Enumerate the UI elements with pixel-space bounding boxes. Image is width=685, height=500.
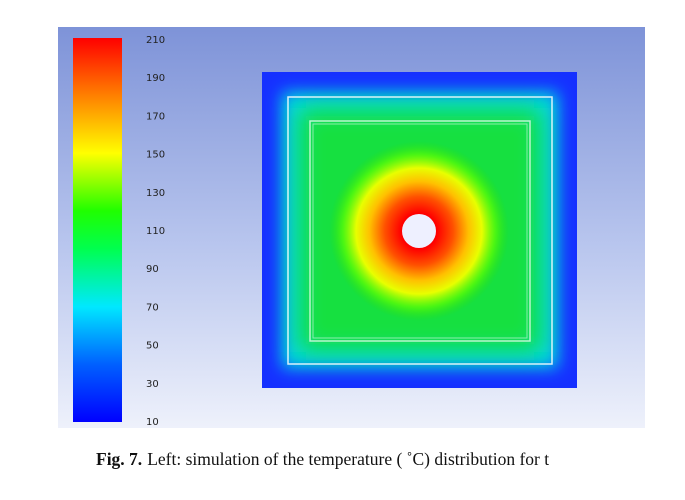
caption-text: Left: simulation of the temperature ( ˚C… <box>147 449 550 469</box>
colorbar-tick-label: 190 <box>146 73 165 84</box>
colorbar-tick-label: 90 <box>146 264 159 275</box>
temperature-field <box>262 72 577 388</box>
figure: 10 30 50 70 90 110 130 150 170 190 210 <box>58 27 645 428</box>
colorbar-tick-label: 10 <box>146 417 159 428</box>
colorbar-tick-label: 130 <box>146 188 165 199</box>
colorbar-tick-label: 70 <box>146 302 159 313</box>
colorbar-tick-label: 150 <box>146 150 165 161</box>
caption: Fig. 7. Left: simulation of the temperatu… <box>96 449 549 470</box>
colorbar-tick-label: 50 <box>146 341 159 352</box>
colorbar-tick-label: 30 <box>146 379 159 390</box>
colorbar-tick-label: 170 <box>146 111 165 122</box>
colorbar <box>73 38 122 422</box>
colorbar-tick-label: 210 <box>146 35 165 46</box>
colorbar-tick-label: 110 <box>146 226 165 237</box>
caption-label: Fig. 7. <box>96 449 143 469</box>
